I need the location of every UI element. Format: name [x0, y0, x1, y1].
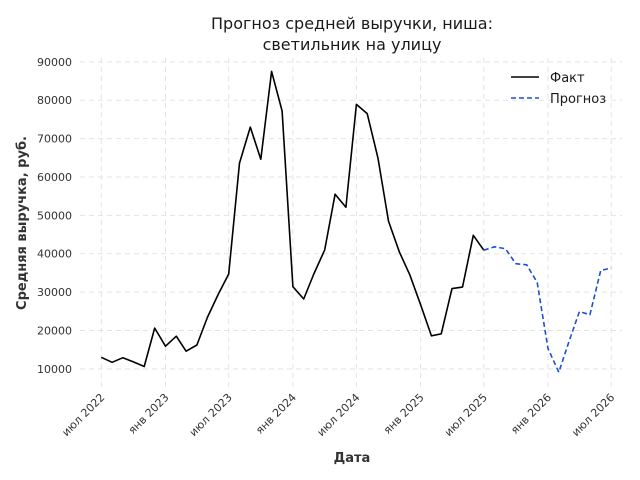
x-tick-label: июл 2025 — [442, 391, 490, 439]
grid-layer — [80, 58, 622, 388]
x-tick-label: июл 2023 — [187, 391, 235, 439]
y-tick-label: 60000 — [37, 171, 72, 184]
series-line-forecast — [483, 246, 612, 374]
y-tick-label: 10000 — [37, 363, 72, 376]
y-tick-label: 30000 — [37, 286, 72, 299]
x-axis-label: Дата — [334, 451, 371, 466]
y-tick-label: 80000 — [37, 94, 72, 107]
y-axis-label: Средняя выручка, руб. — [15, 136, 30, 310]
chart-title-line-1: Прогноз средней выручки, ниша: — [211, 14, 493, 33]
x-axis-ticks: июл 2022 янв 2023 июл 2023 янв 2024 июл 2024… — [59, 391, 617, 439]
y-tick-label: 50000 — [37, 209, 72, 222]
x-tick-label: июл 2026 — [569, 391, 617, 439]
legend-label-fact: Факт — [550, 71, 585, 86]
x-tick-label: янв 2026 — [508, 391, 554, 437]
y-tick-label: 70000 — [37, 133, 72, 146]
x-tick-label: янв 2025 — [381, 391, 427, 437]
y-tick-label: 20000 — [37, 324, 72, 337]
x-tick-label: янв 2024 — [253, 391, 299, 437]
x-tick-label: июл 2022 — [59, 391, 107, 439]
series-line-fact — [100, 70, 485, 368]
x-tick-label: июл 2024 — [314, 391, 362, 439]
legend: Факт Прогноз — [511, 71, 606, 107]
chart-title-line-2: светильник на улицу — [263, 35, 442, 54]
y-tick-label: 90000 — [37, 56, 72, 69]
x-tick-label: янв 2023 — [126, 391, 172, 437]
legend-label-forecast: Прогноз — [550, 92, 606, 107]
series-layer — [100, 70, 612, 374]
y-axis-ticks: 10000 20000 30000 40000 50000 60000 70000 80000… — [37, 56, 72, 376]
y-tick-label: 40000 — [37, 248, 72, 261]
